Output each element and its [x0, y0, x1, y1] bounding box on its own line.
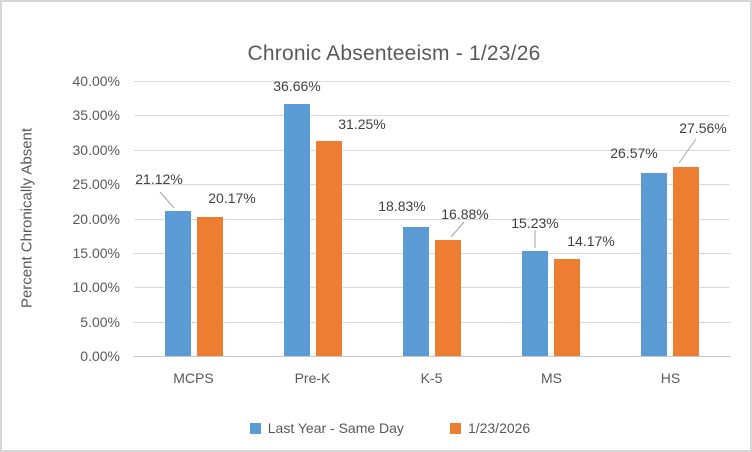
x-tick-label-mcps: MCPS	[173, 370, 214, 386]
data-label: 36.66%	[273, 78, 321, 94]
y-tick-label: 30.00%	[72, 142, 120, 158]
data-label: 16.88%	[441, 206, 489, 222]
bar-last-year-same-day-pre-k	[284, 104, 310, 356]
leader-line	[450, 221, 465, 238]
bar-1-23-2026-hs	[673, 167, 699, 356]
bar-last-year-same-day-ms	[522, 251, 548, 356]
x-axis-line	[134, 356, 730, 357]
y-tick-label: 40.00%	[72, 73, 120, 89]
gridline	[134, 150, 730, 151]
leader-line	[159, 191, 175, 209]
gridline	[134, 115, 730, 116]
y-tick-label: 10.00%	[72, 279, 120, 295]
x-tick-label-ms: MS	[541, 370, 562, 386]
legend-label: 1/23/2026	[467, 420, 531, 436]
y-tick-label: 0.00%	[80, 348, 120, 364]
data-label: 15.23%	[511, 215, 559, 231]
bar-last-year-same-day-hs	[641, 173, 667, 356]
gridline	[134, 322, 730, 323]
legend-swatch-icon	[449, 422, 461, 434]
gridline	[134, 287, 730, 288]
legend-item: 1/23/2026	[449, 420, 531, 436]
gridline	[134, 219, 730, 220]
chart-title: Chronic Absenteeism - 1/23/26	[247, 42, 541, 65]
bar-1-23-2026-pre-k	[316, 141, 342, 356]
data-label: 21.12%	[135, 171, 183, 187]
x-tick-label-pre-k: Pre-K	[294, 370, 331, 386]
data-label: 18.83%	[378, 198, 426, 214]
legend-item: Last Year - Same Day	[249, 420, 404, 436]
gridline	[134, 184, 730, 185]
y-tick-label: 5.00%	[80, 314, 120, 330]
bar-last-year-same-day-k-5	[403, 227, 429, 356]
y-tick-label: 35.00%	[72, 107, 120, 123]
legend: Last Year - Same Day 1/23/2026	[14, 420, 750, 436]
bar-1-23-2026-mcps	[197, 217, 223, 356]
legend-label: Last Year - Same Day	[267, 420, 404, 436]
gridline	[134, 81, 730, 82]
bar-last-year-same-day-mcps	[165, 211, 191, 356]
leader-line	[678, 138, 697, 164]
data-label: 27.56%	[679, 120, 727, 136]
gridline	[134, 253, 730, 254]
legend-swatch-icon	[249, 422, 261, 434]
x-tick-label-hs: HS	[660, 370, 681, 386]
bar-1-23-2026-ms	[554, 259, 580, 356]
y-tick-label: 15.00%	[72, 245, 120, 261]
x-tick-label-k-5: K-5	[420, 370, 443, 386]
y-tick-label: 20.00%	[72, 211, 120, 227]
data-label: 26.57%	[610, 145, 658, 161]
y-tick-label: 25.00%	[72, 176, 120, 192]
bar-1-23-2026-k-5	[435, 240, 461, 356]
data-label: 20.17%	[208, 190, 256, 206]
data-label: 14.17%	[567, 233, 615, 249]
data-label: 31.25%	[338, 116, 386, 132]
